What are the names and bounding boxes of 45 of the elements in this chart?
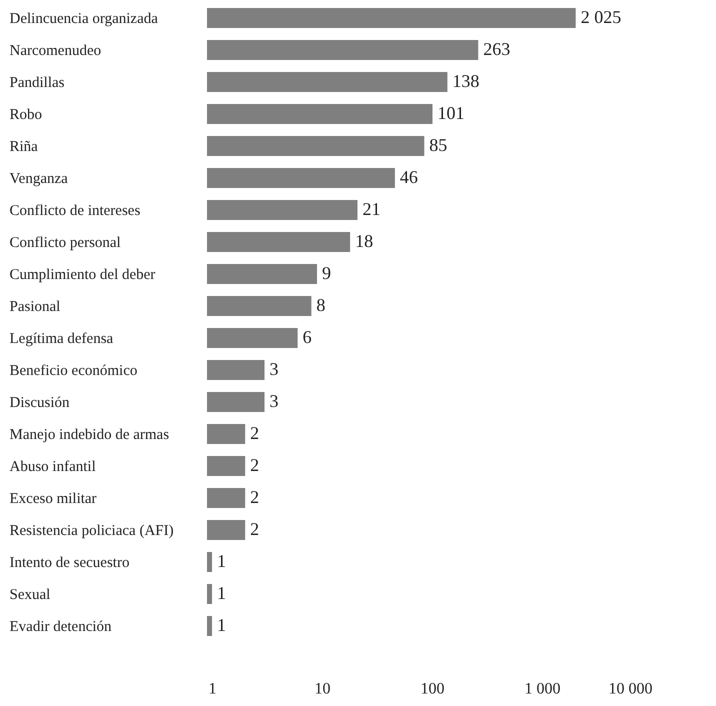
data-label: 2 bbox=[250, 487, 260, 507]
data-label: 85 bbox=[429, 135, 448, 155]
y-tick-label: Beneficio económico bbox=[10, 363, 138, 379]
y-tick-label: Conflicto de intereses bbox=[10, 203, 140, 219]
data-label: 101 bbox=[437, 103, 464, 123]
data-label: 21 bbox=[362, 199, 380, 219]
data-label: 3 bbox=[270, 391, 279, 411]
data-label: 1 bbox=[217, 583, 226, 603]
y-tick-label: Pandillas bbox=[10, 75, 65, 91]
x-tick-label: 10 bbox=[314, 680, 331, 698]
x-tick-label: 1 bbox=[208, 680, 217, 698]
y-tick-label: Exceso militar bbox=[10, 491, 97, 507]
y-tick-label: Narcomenudeo bbox=[10, 43, 102, 59]
data-label: 1 bbox=[217, 551, 226, 571]
data-label: 2 bbox=[250, 455, 260, 475]
data-label: 8 bbox=[316, 295, 326, 315]
data-label: 263 bbox=[483, 39, 510, 59]
y-tick-label: Discusión bbox=[10, 395, 70, 411]
data-label: 9 bbox=[322, 263, 331, 283]
data-label: 2 bbox=[250, 423, 260, 443]
y-tick-label: Sexual bbox=[10, 587, 50, 603]
data-label: 3 bbox=[270, 359, 279, 379]
y-tick-label: Manejo indebido de armas bbox=[10, 427, 170, 443]
y-tick-label: Venganza bbox=[10, 171, 68, 187]
data-label: 1 bbox=[217, 615, 226, 635]
x-tick-label: 1 000 bbox=[524, 680, 561, 698]
x-tick-label: 10 000 bbox=[608, 680, 652, 698]
data-label: 6 bbox=[302, 327, 312, 347]
y-tick-label: Conflicto personal bbox=[10, 235, 121, 251]
y-tick-label: Evadir detención bbox=[10, 619, 112, 635]
y-tick-label: Intento de secuestro bbox=[10, 555, 130, 571]
y-tick-label: Cumplimiento del deber bbox=[10, 267, 156, 283]
y-tick-label: Abuso infantil bbox=[10, 459, 96, 475]
y-tick-label: Riña bbox=[10, 139, 38, 155]
data-label: 2 025 bbox=[580, 7, 622, 27]
y-tick-label: Legítima defensa bbox=[10, 331, 114, 347]
y-tick-label: Resistencia policiaca (AFI) bbox=[10, 523, 174, 539]
y-tick-label: Pasional bbox=[10, 299, 60, 315]
data-label: 46 bbox=[400, 167, 418, 187]
data-label: 2 bbox=[250, 519, 260, 539]
data-label: 138 bbox=[452, 71, 480, 91]
data-label: 18 bbox=[355, 231, 374, 251]
y-tick-label: Robo bbox=[10, 107, 42, 123]
x-tick-label: 100 bbox=[420, 680, 445, 698]
y-tick-label: Delincuencia organizada bbox=[10, 11, 158, 27]
